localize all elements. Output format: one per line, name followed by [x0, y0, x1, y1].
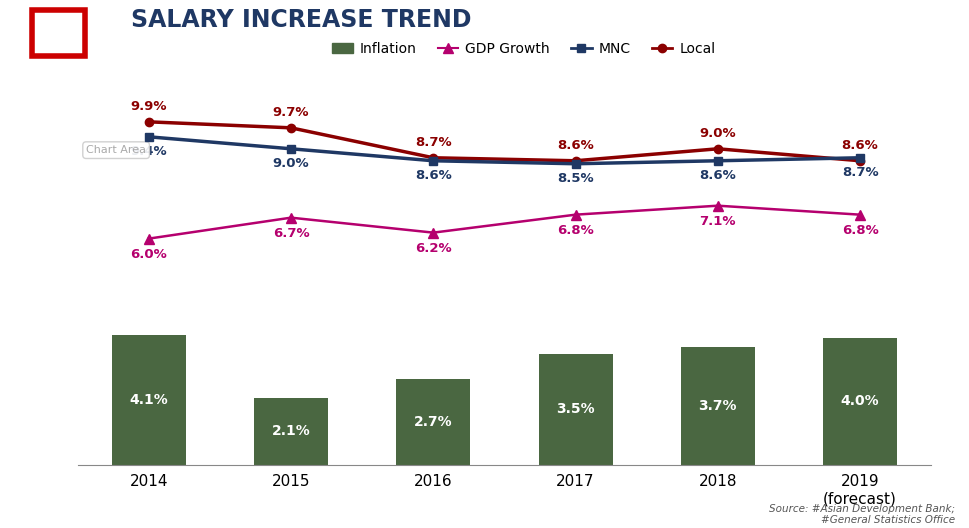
Text: 9.7%: 9.7%	[272, 107, 309, 119]
Bar	[111, 335, 185, 465]
Text: 8.6%: 8.6%	[556, 139, 593, 153]
Text: SALARY INCREASE TREND: SALARY INCREASE TREND	[131, 8, 471, 32]
Text: 8.5%: 8.5%	[556, 172, 593, 185]
Text: 8.6%: 8.6%	[415, 169, 452, 182]
Bar	[823, 338, 896, 465]
Text: 7.1%: 7.1%	[699, 215, 735, 228]
Bar	[538, 354, 611, 465]
Text: 4.0%: 4.0%	[840, 394, 879, 408]
Text: 9.0%: 9.0%	[699, 127, 735, 140]
Bar	[680, 347, 754, 465]
Text: 4.1%: 4.1%	[129, 393, 168, 407]
Bar	[396, 379, 470, 465]
Text: 6.8%: 6.8%	[556, 224, 593, 237]
Text: 8.7%: 8.7%	[415, 136, 452, 149]
Text: 6.8%: 6.8%	[841, 224, 878, 237]
Text: 9.9%: 9.9%	[131, 100, 167, 114]
Text: 6.7%: 6.7%	[272, 227, 309, 240]
Legend: Inflation, GDP Growth, MNC, Local: Inflation, GDP Growth, MNC, Local	[327, 36, 720, 61]
Text: 8.6%: 8.6%	[841, 139, 878, 153]
Text: 8.6%: 8.6%	[699, 169, 735, 182]
Text: 8.7%: 8.7%	[841, 166, 878, 179]
Text: 6.2%: 6.2%	[415, 242, 452, 255]
Text: 9.4%: 9.4%	[130, 145, 167, 158]
Text: 6.0%: 6.0%	[130, 248, 167, 261]
Text: 3.5%: 3.5%	[555, 402, 594, 416]
Text: 3.7%: 3.7%	[698, 399, 736, 413]
FancyBboxPatch shape	[32, 10, 85, 56]
Text: 9.0%: 9.0%	[272, 157, 309, 170]
Text: 2.1%: 2.1%	[271, 425, 310, 438]
Text: Source: #Asian Development Bank;
#General Statistics Office: Source: #Asian Development Bank; #Genera…	[768, 504, 954, 525]
Text: Chart Area: Chart Area	[86, 145, 146, 155]
Text: 2.7%: 2.7%	[414, 415, 453, 429]
Bar	[254, 398, 328, 465]
